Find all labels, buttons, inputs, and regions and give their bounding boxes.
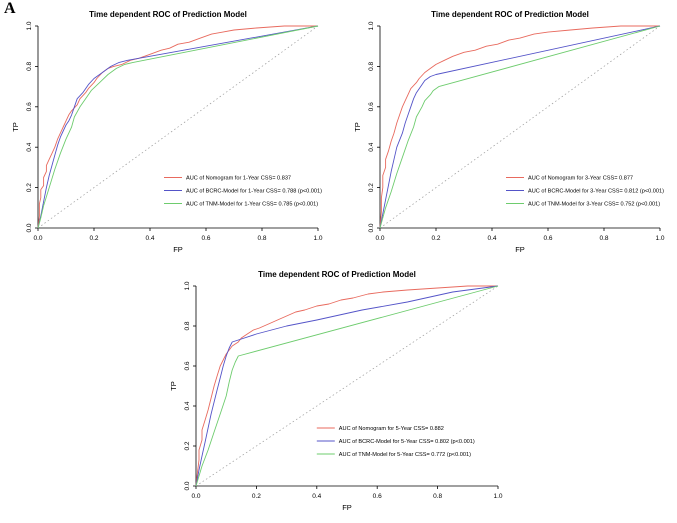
y-tick-label: 0.4 (184, 401, 191, 410)
legend-label-bcrc-3year: AUC of BCRC-Model for 3-Year CSS= 0.812 … (528, 189, 664, 195)
x-axis-label: FP (173, 245, 183, 254)
roc-chart-5year: Time dependent ROC of Prediction Model 0.… (169, 270, 503, 512)
y-tick-label: 0.8 (184, 321, 191, 330)
x-tick-label: 0.6 (201, 235, 210, 242)
x-tick-label: 0.0 (191, 493, 200, 500)
y-tick-label: 0.2 (368, 183, 375, 192)
roc-chart-1year-container: Time dependent ROC of Prediction Model 0.… (6, 6, 330, 260)
y-tick-label: 0.0 (184, 481, 191, 490)
nomogram-1year-curve (37, 25, 318, 229)
tnm-5year-curve (195, 285, 499, 487)
x-tick-label: 0.4 (312, 493, 321, 500)
legend-label-nomogram-5year: AUC of Nomogram for 5-Year CSS= 0.882 (339, 426, 444, 432)
x-tick-label: 0.8 (257, 235, 266, 242)
x-tick-label: 0.4 (487, 235, 496, 242)
x-tick-label: 0.8 (433, 493, 442, 500)
diagonal-reference-line (37, 25, 319, 229)
y-tick-label: 0.4 (26, 142, 33, 151)
legend-label-nomogram-3year: AUC of Nomogram for 3-Year CSS= 0.877 (528, 176, 633, 182)
roc-chart-3year: Time dependent ROC of Prediction Model 0.… (353, 10, 665, 254)
y-tick-label: 0.6 (368, 102, 375, 111)
x-axis-label: FP (515, 245, 525, 254)
roc-chart-3year-container: Time dependent ROC of Prediction Model 0.… (348, 6, 672, 260)
chart-title: Time dependent ROC of Prediction Model (431, 10, 589, 19)
y-tick-label: 0.8 (26, 62, 33, 71)
y-axis-label: TP (353, 122, 362, 132)
chart-title: Time dependent ROC of Prediction Model (258, 270, 416, 279)
x-tick-label: 0.4 (145, 235, 154, 242)
nomogram-3year-curve (379, 25, 660, 229)
diagonal-reference-line (195, 285, 499, 487)
bcrc-5year-curve (195, 285, 499, 487)
legend-label-bcrc-1year: AUC of BCRC-Model for 1-Year CSS= 0.788 … (186, 189, 322, 195)
x-tick-label: 1.0 (655, 235, 664, 242)
y-tick-label: 1.0 (26, 21, 33, 30)
chart-title: Time dependent ROC of Prediction Model (89, 10, 247, 19)
y-tick-label: 0.6 (26, 102, 33, 111)
x-tick-label: 0.0 (33, 235, 42, 242)
legend-label-tnm-3year: AUC of TNM-Model for 3-Year CSS= 0.752 (… (528, 202, 660, 208)
y-tick-label: 0.6 (184, 361, 191, 370)
y-tick-label: 1.0 (368, 21, 375, 30)
y-tick-label: 0.2 (184, 441, 191, 450)
x-tick-label: 0.6 (373, 493, 382, 500)
tnm-3year-curve (379, 25, 661, 229)
legend-label-tnm-1year: AUC of TNM-Model for 1-Year CSS= 0.785 (… (186, 202, 318, 208)
y-axis-label: TP (11, 122, 20, 132)
legend-label-bcrc-5year: AUC of BCRC-Model for 5-Year CSS= 0.802 … (339, 439, 475, 445)
panel-label-a: A (4, 0, 16, 17)
x-tick-label: 0.8 (599, 235, 608, 242)
bcrc-1year-curve (37, 25, 319, 229)
roc-chart-1year: Time dependent ROC of Prediction Model 0.… (11, 10, 323, 254)
x-tick-label: 1.0 (493, 493, 502, 500)
nomogram-5year-curve (195, 285, 498, 487)
x-axis-label: FP (342, 503, 352, 512)
y-tick-label: 0.8 (368, 62, 375, 71)
y-tick-label: 1.0 (184, 281, 191, 290)
y-tick-label: 0.0 (26, 223, 33, 232)
y-tick-label: 0.4 (368, 142, 375, 151)
diagonal-reference-line (379, 25, 661, 229)
legend-label-nomogram-1year: AUC of Nomogram for 1-Year CSS= 0.837 (186, 176, 291, 182)
x-tick-label: 1.0 (313, 235, 322, 242)
x-tick-label: 0.6 (543, 235, 552, 242)
x-tick-label: 0.2 (431, 235, 440, 242)
y-axis-label: TP (169, 381, 178, 391)
y-tick-label: 0.0 (368, 223, 375, 232)
legend-label-tnm-5year: AUC of TNM-Model for 5-Year CSS= 0.772 (… (339, 452, 471, 458)
bcrc-3year-curve (379, 25, 661, 229)
x-tick-label: 0.2 (252, 493, 261, 500)
y-tick-label: 0.2 (26, 183, 33, 192)
x-tick-label: 0.2 (89, 235, 98, 242)
x-tick-label: 0.0 (375, 235, 384, 242)
tnm-1year-curve (37, 25, 319, 229)
roc-chart-5year-container: Time dependent ROC of Prediction Model 0.… (164, 266, 510, 518)
